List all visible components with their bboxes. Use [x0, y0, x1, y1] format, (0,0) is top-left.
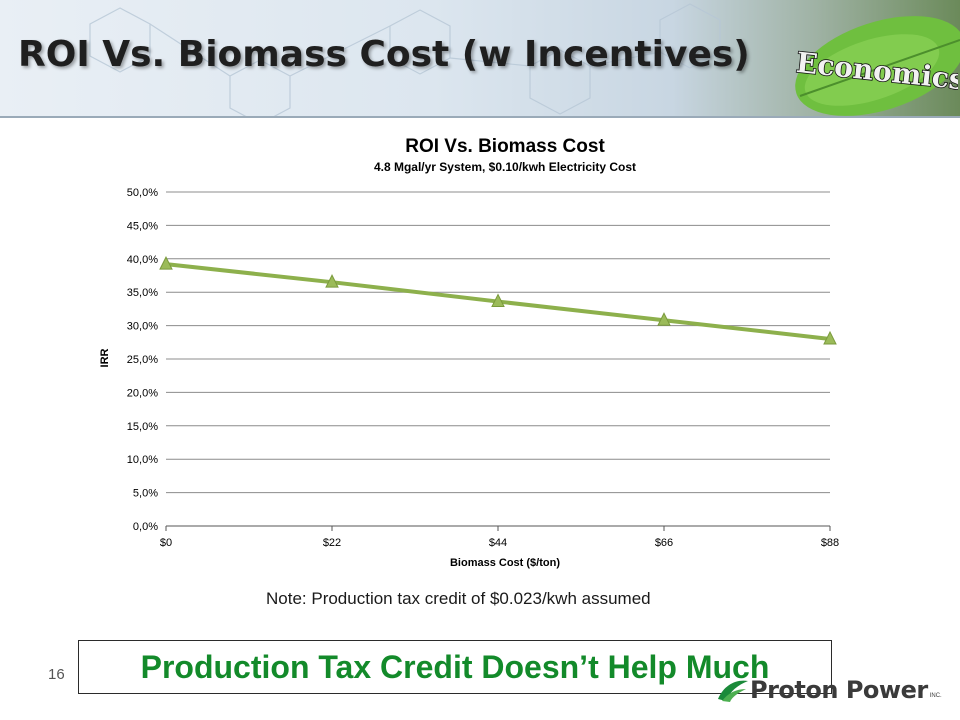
- logo-text: Proton Power: [750, 676, 928, 704]
- x-tick-labels: $0 $22 $44 $66 $88: [160, 537, 839, 549]
- y-tick-label: 15,0%: [127, 421, 158, 433]
- line-chart: ROI Vs. Biomass Cost 4.8 Mgal/yr System,…: [99, 136, 839, 569]
- footnote: Note: Production tax credit of $0.023/kw…: [266, 589, 651, 608]
- x-axis-label: Biomass Cost ($/ton): [450, 557, 560, 569]
- chart-title: ROI Vs. Biomass Cost: [405, 136, 605, 157]
- y-tick-label: 5,0%: [133, 488, 158, 500]
- x-tick-label: $22: [323, 537, 341, 549]
- y-tick-label: 30,0%: [127, 321, 158, 333]
- leaf-graphic: [795, 16, 960, 116]
- data-point: [159, 256, 173, 270]
- y-tick-labels: 0,0% 5,0% 10,0% 15,0% 20,0% 25,0% 30,0% 35,0% 40…: [127, 187, 158, 533]
- economics-label: Economics: [795, 46, 958, 97]
- slide-title: ROI Vs. Biomass Cost (w Incentives): [18, 34, 750, 75]
- y-tick-label: 0,0%: [133, 521, 158, 533]
- chart-subtitle: 4.8 Mgal/yr System, $0.10/kwh Electricit…: [374, 160, 636, 174]
- data-point: [491, 293, 505, 308]
- y-tick-label: 45,0%: [127, 220, 158, 232]
- x-tick-label: $66: [655, 537, 673, 549]
- y-tick-label: 40,0%: [127, 254, 158, 266]
- callout-text: Production Tax Credit Doesn’t Help Much: [140, 648, 770, 685]
- y-axis-label: IRR: [99, 348, 111, 367]
- header-banner: ROI Vs. Biomass Cost (w Incentives) Econ…: [0, 0, 960, 118]
- logo-suffix: INC.: [929, 693, 942, 699]
- swoosh-icon: [718, 680, 748, 702]
- x-tick-label: $0: [160, 537, 172, 549]
- company-logo: Proton Power INC.: [716, 676, 942, 704]
- y-tick-label: 25,0%: [127, 354, 158, 366]
- callout-box: Production Tax Credit Doesn’t Help Much: [78, 640, 832, 694]
- y-tick-label: 35,0%: [127, 287, 158, 299]
- banner-graphic: [0, 3, 960, 118]
- x-tick-label: $88: [821, 537, 839, 549]
- data-point: [823, 330, 837, 345]
- y-tick-label: 10,0%: [127, 454, 158, 466]
- economics-badge: Economics: [794, 45, 958, 97]
- y-tick-label: 50,0%: [127, 187, 158, 199]
- gridlines: [165, 191, 831, 531]
- page-number: 16: [48, 666, 65, 683]
- data-point: [657, 312, 671, 326]
- y-tick-label: 20,0%: [127, 387, 158, 399]
- x-tick-label: $44: [489, 537, 507, 549]
- data-point: [325, 274, 339, 288]
- series-irr: [159, 256, 837, 345]
